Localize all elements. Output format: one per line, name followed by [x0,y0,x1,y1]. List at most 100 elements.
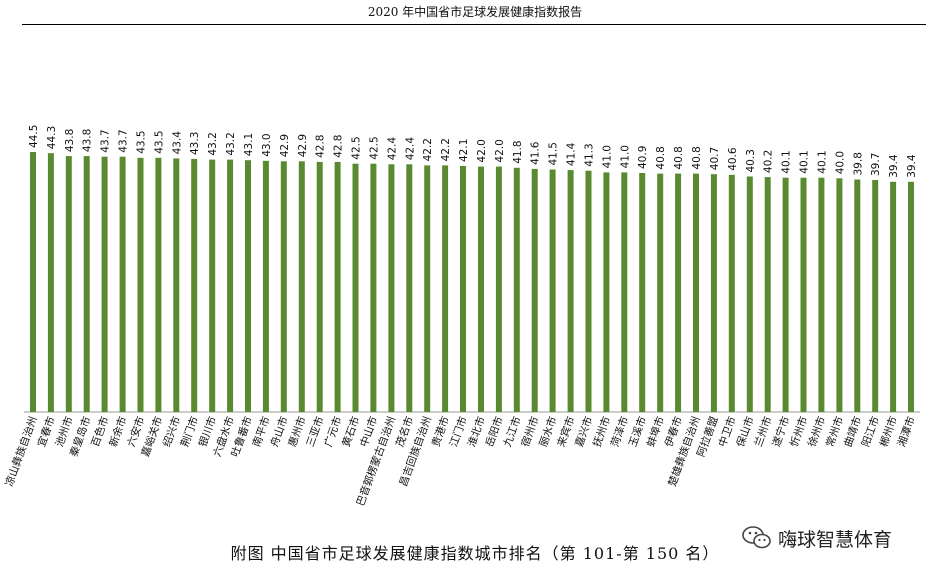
bar [800,177,807,412]
watermark-text: 嗨球智慧体育 [778,528,893,551]
bar [657,173,664,412]
bar [47,153,54,412]
bar-value-label: 40.8 [673,146,685,169]
figure-caption: 附图 中国省市足球发展健康指数城市排名（第 101-第 150 名） [230,544,720,563]
bar-value-label: 40.2 [763,150,775,173]
bar [710,174,717,412]
bar-value-label: 41.6 [530,141,542,165]
bar [818,177,825,412]
bar-value-label: 42.5 [368,136,380,159]
bar [65,156,72,412]
bar-chart: 44.5凉山彝族自治州44.3宜春市43.8池州市43.8秦皇岛市43.7百色市… [2,125,920,508]
bar [245,160,251,412]
bar-value-label: 41.8 [512,140,524,163]
bar-value-label: 43.0 [261,133,273,156]
bar-value-label: 42.4 [404,137,416,161]
bar-value-label: 43.8 [82,129,94,152]
category-label: 凉山彝族自治州 [2,415,39,489]
bar [764,177,771,412]
bar [209,159,216,412]
bar-value-label: 42.9 [297,134,309,157]
bar [370,163,377,412]
bar [30,152,36,412]
bar [675,173,682,412]
bar-value-label: 43.1 [243,133,255,156]
bar [890,181,897,412]
bar-value-label: 43.4 [171,131,183,155]
bar-value-label: 42.5 [351,136,363,159]
bar-value-label: 43.7 [118,129,130,152]
bar [280,161,287,412]
bar [262,160,269,412]
bar-value-label: 43.3 [189,132,201,155]
bar [513,167,520,412]
bar-value-label: 44.3 [46,126,58,149]
bar [603,172,610,412]
bar-value-label: 42.4 [386,137,398,161]
bar-value-label: 40.7 [709,147,721,170]
bar-value-label: 39.8 [852,152,864,175]
bar-value-label: 43.5 [153,130,165,153]
bar-value-label: 40.9 [637,146,649,169]
bar [585,170,592,412]
bar [119,156,126,412]
bar [406,164,413,412]
bar [334,161,341,412]
bar-value-label: 41.0 [601,145,613,168]
bar [908,181,914,412]
bar [478,166,484,412]
bar [639,173,646,412]
bar-value-label: 40.1 [781,150,793,173]
bar-value-label: 40.8 [655,146,667,169]
bar-value-label: 43.7 [100,129,112,152]
bar [872,180,879,412]
watermark: 嗨球智慧体育 [742,522,892,554]
bar [549,169,556,412]
bar [782,177,789,412]
bar [227,159,234,412]
bar-value-label: 39.4 [906,154,918,178]
bar-value-label: 40.1 [816,150,828,173]
bar-value-label: 40.0 [834,151,846,174]
bar [173,158,180,412]
bar [352,163,359,412]
bar [728,174,735,412]
bar-value-label: 42.1 [458,139,470,162]
bar-value-label: 40.6 [727,147,739,171]
bar [621,172,628,412]
report-header: 2020 年中国省市足球发展健康指数报告 [367,5,583,19]
bar-value-label: 43.8 [64,129,76,152]
bar-value-label: 39.7 [870,153,882,176]
bar [693,173,699,412]
bar [298,161,305,412]
bar-value-label: 39.4 [888,154,900,178]
bar-value-label: 43.2 [207,132,219,155]
bar [83,156,90,412]
bar-value-label: 42.9 [279,134,291,157]
bar-value-label: 42.2 [440,138,452,161]
bar [836,178,843,412]
bar-value-label: 42.0 [476,139,488,162]
header-rule [22,24,926,25]
bar-value-label: 40.3 [745,149,757,172]
bar-value-label: 40.1 [799,150,811,173]
bar [388,164,395,412]
bar [495,166,502,412]
bar-value-label: 42.8 [315,135,327,158]
bar-value-label: 41.3 [584,143,596,166]
bar-value-label: 42.8 [333,135,345,158]
bar-value-label: 41.0 [619,145,631,168]
bar [191,159,198,412]
bar [137,157,144,412]
bar [854,179,861,412]
bar [155,157,162,412]
bar [531,168,538,412]
bar [746,176,753,412]
bar [424,165,431,412]
wechat-icon [742,525,772,551]
bar [460,166,466,412]
bar-value-label: 43.5 [136,130,148,153]
bar [442,165,449,412]
bar [567,170,574,412]
bar-value-label: 43.2 [225,132,237,155]
